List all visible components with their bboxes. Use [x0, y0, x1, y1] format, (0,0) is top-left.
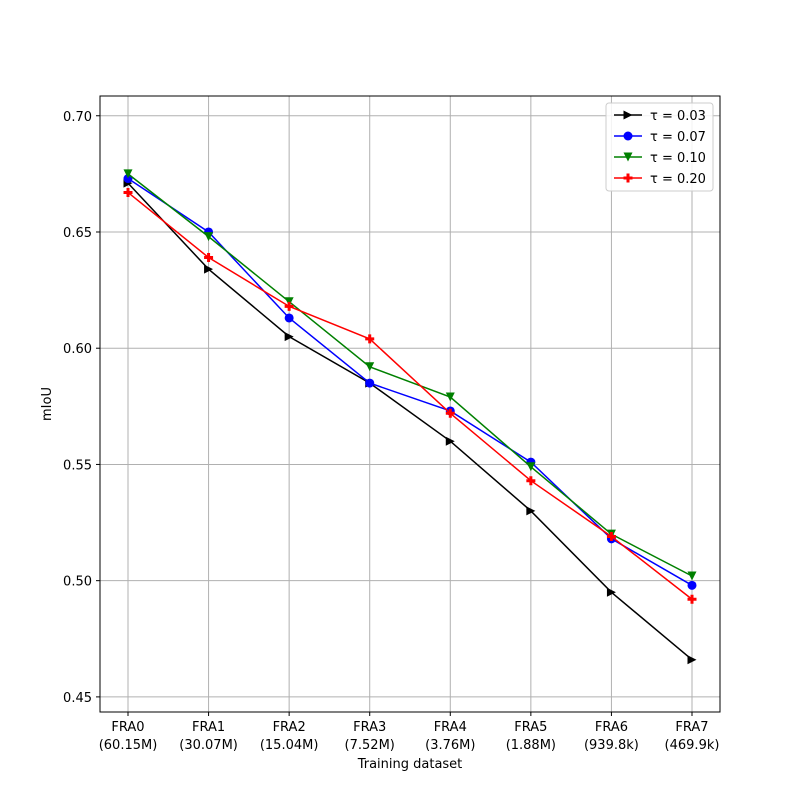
data-point-marker [687, 571, 697, 581]
data-point-marker [623, 152, 633, 162]
data-point-marker [204, 232, 214, 242]
series-line [127, 191, 693, 600]
legend-item: τ = 0.10 [614, 151, 706, 166]
x-tick-sublabel: (15.04M) [260, 738, 319, 753]
data-point-marker [445, 408, 455, 418]
y-tick-label: 0.55 [63, 458, 92, 473]
x-tick-sublabel: (939.8k) [584, 738, 639, 753]
plot-frame [99, 95, 721, 713]
data-point-marker [526, 462, 536, 472]
series-group [123, 169, 697, 665]
data-point-marker [623, 110, 633, 120]
data-point-marker [204, 264, 214, 274]
legend-box [605, 102, 714, 192]
x-tick-sublabel: (60.15M) [99, 738, 158, 753]
y-axis-label: mIoU [40, 387, 55, 421]
data-point-marker [365, 362, 375, 372]
data-point-marker [687, 655, 697, 665]
legend-label: τ = 0.03 [650, 109, 706, 124]
legend-item: τ = 0.07 [614, 130, 706, 145]
y-tick-label: 0.70 [63, 110, 92, 125]
data-point-marker [284, 313, 294, 323]
data-point-marker [445, 436, 455, 446]
legend-item: τ = 0.03 [614, 109, 706, 124]
legend-label: τ = 0.07 [650, 130, 706, 145]
legend-label: τ = 0.20 [650, 172, 706, 187]
data-point-marker [623, 173, 633, 183]
data-point-marker [623, 131, 633, 141]
data-point-marker [365, 378, 375, 388]
data-point-marker [123, 169, 133, 179]
x-tick-sublabel: (1.88M) [506, 738, 556, 753]
x-tick-sublabel: (469.9k) [665, 738, 720, 753]
series-line [127, 173, 693, 577]
y-tick-label: 0.45 [63, 691, 92, 706]
data-point-marker [365, 334, 375, 344]
data-point-marker [204, 253, 214, 263]
x-tick-label: FRA0 [111, 720, 144, 735]
x-tick-label: FRA5 [514, 720, 547, 735]
data-point-marker [445, 392, 455, 402]
x-tick-sublabel: (7.52M) [345, 738, 395, 753]
y-tick-label: 0.65 [63, 226, 92, 241]
x-tick-label: FRA7 [675, 720, 708, 735]
legend: τ = 0.03 τ = 0.07 τ = 0.10 τ = 0.20 [605, 102, 714, 192]
grid [100, 96, 720, 712]
data-point-marker [687, 580, 697, 590]
series-line [127, 182, 693, 661]
data-point-marker [284, 297, 294, 307]
data-point-marker [687, 594, 697, 604]
legend-item: τ = 0.20 [614, 172, 706, 187]
x-tick-sublabel: (30.07M) [179, 738, 238, 753]
series-line [127, 177, 693, 586]
y-tick-label: 0.60 [63, 342, 92, 357]
x-tick-label: FRA2 [273, 720, 306, 735]
data-point-marker [526, 476, 536, 486]
data-point-marker [606, 587, 616, 597]
x-tick-sublabel: (3.76M) [425, 738, 475, 753]
x-tick-label: FRA3 [353, 720, 386, 735]
y-tick-label: 0.50 [63, 575, 92, 590]
axes: FRA0 (60.15M) FRA1 (30.07M) FRA2 (15.04M) FRA3… [63, 110, 719, 753]
data-point-marker [526, 506, 536, 516]
series-tau-0-20 [123, 187, 697, 604]
data-point-marker [284, 301, 294, 311]
data-point-marker [123, 187, 133, 197]
legend-label: τ = 0.10 [650, 151, 706, 166]
data-point-marker [606, 531, 616, 541]
x-tick-label: FRA6 [595, 720, 628, 735]
data-point-marker [284, 332, 294, 342]
x-axis-label: Training dataset [357, 757, 463, 772]
x-tick-label: FRA1 [192, 720, 225, 735]
x-tick-label: FRA4 [434, 720, 467, 735]
